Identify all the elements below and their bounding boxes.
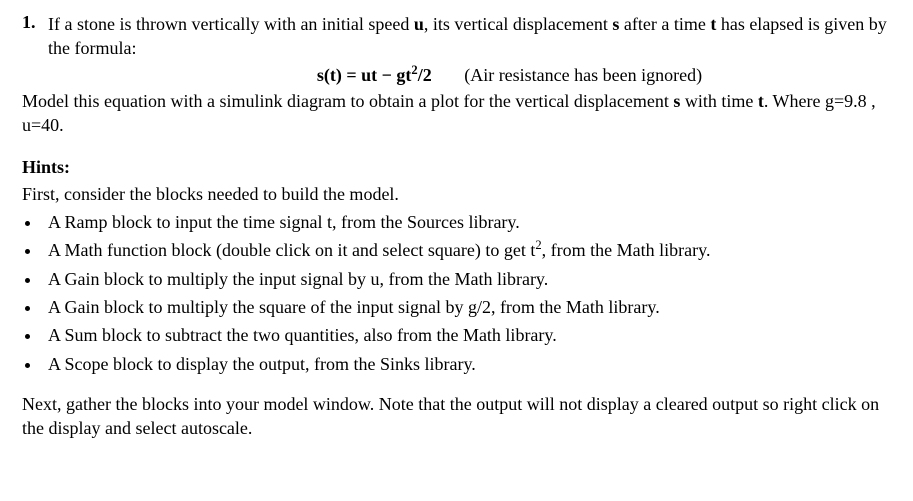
hint-text: A Ramp block to input the time signal t,… [48,212,520,232]
formula-line: s(t) = ut − gt2/2 (Air resistance has be… [48,63,891,87]
task-mid: with time [680,91,758,111]
hint-item: A Sum block to subtract the two quantiti… [42,323,891,347]
hint-text: A Gain block to multiply the square of t… [48,297,660,317]
intro-pre: If a stone is thrown vertically with an … [48,14,414,34]
hint-text-post: , from the Math library. [542,240,711,260]
intro-post: after a time [619,14,710,34]
hint-text: A Math function block (double click on i… [48,240,535,260]
question-intro: If a stone is thrown vertically with an … [48,12,891,61]
intro-mid: , its vertical displacement [424,14,612,34]
question-body: If a stone is thrown vertically with an … [48,10,891,139]
hint-item: A Math function block (double click on i… [42,238,891,262]
hint-text: A Gain block to multiply the input signa… [48,269,548,289]
hint-item: A Gain block to multiply the square of t… [42,295,891,319]
page-root: 1. If a stone is thrown vertically with … [0,0,913,452]
question-task: Model this equation with a simulink diag… [22,89,891,138]
hint-text: A Sum block to subtract the two quantiti… [48,325,557,345]
hints-list: A Ramp block to input the time signal t,… [22,210,891,376]
closing-para: Next, gather the blocks into your model … [22,392,891,441]
question-block: 1. If a stone is thrown vertically with … [22,10,891,139]
hint-item: A Ramp block to input the time signal t,… [42,210,891,234]
var-u: u [414,14,424,34]
hint-item: A Scope block to display the output, fro… [42,352,891,376]
formula-note: (Air resistance has been ignored) [464,63,702,87]
formula-tail: /2 [418,65,432,85]
hint-text: A Scope block to display the output, fro… [48,354,476,374]
formula-base: s(t) = ut − gt [317,65,412,85]
hints-label: Hints: [22,155,891,179]
task-pre: Model this equation with a simulink diag… [22,91,673,111]
hints-intro: First, consider the blocks needed to bui… [22,182,891,206]
formula-main: s(t) = ut − gt2/2 [317,63,432,87]
hint-item: A Gain block to multiply the input signa… [42,267,891,291]
